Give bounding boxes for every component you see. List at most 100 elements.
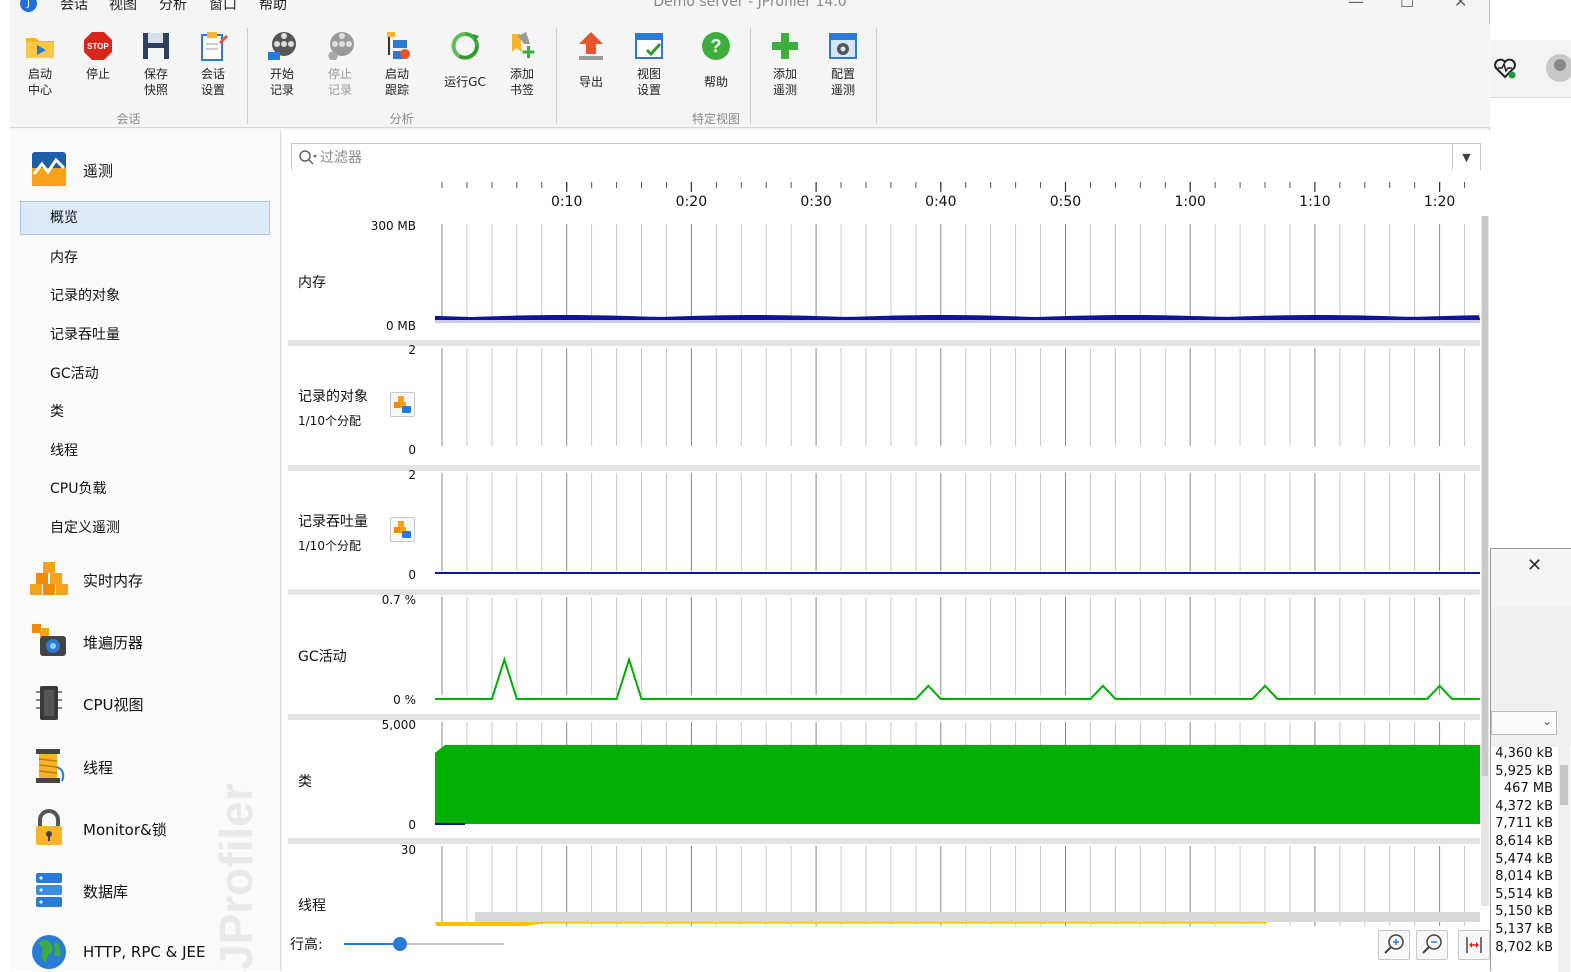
stop-button[interactable]: STOP 停止: [72, 30, 124, 82]
sidebar-section-live-memory[interactable]: 实时内存: [28, 560, 278, 604]
search-icon[interactable]: [298, 149, 318, 167]
row-separator: [288, 589, 1480, 595]
time-tick-label: 1:20: [1424, 194, 1455, 210]
maximize-button[interactable]: ☐: [1400, 0, 1415, 11]
sidebar-item-gc-activity[interactable]: GC活动: [50, 366, 99, 382]
scrollbar-thumb[interactable]: [1560, 765, 1568, 805]
gear-window-icon: [829, 33, 857, 59]
save-snapshot-button[interactable]: 保存 快照: [130, 30, 182, 98]
row-label-memory: 内存: [298, 275, 326, 291]
list-item: 5,474 kB: [1495, 851, 1553, 867]
jprofiler-window: J 会话 视图 分析 窗口 帮助 Demo server - JProfiler…: [10, 0, 1490, 971]
configure-telemetry-button[interactable]: 配置 遥测: [817, 30, 869, 98]
sidebar-section-threads[interactable]: 线程: [28, 747, 278, 791]
lock-icon: [36, 809, 62, 845]
toolbar-separator: [556, 28, 557, 124]
time-tick-label: 0:50: [1050, 194, 1081, 210]
minimize-button[interactable]: —: [1348, 0, 1364, 11]
sidebar-section-telemetry[interactable]: 遥测: [28, 150, 278, 194]
toolbar-separator: [876, 28, 877, 124]
chevron-down-icon: ⌄: [1541, 714, 1552, 728]
dialog-value-list: 4,360 kB 5,925 kB 467 MB 4,372 kB 7,711 …: [1491, 745, 1557, 956]
sidebar-item-memory[interactable]: 内存: [50, 250, 78, 266]
menu-help[interactable]: 帮助: [259, 0, 287, 13]
row-sub-recorded-objects: 1/10个分配: [298, 414, 361, 428]
sidebar-section-monitors-locks[interactable]: Monitor&锁: [28, 809, 278, 853]
dialog-combobox[interactable]: ⌄: [1491, 711, 1557, 735]
jprofiler-logo-icon[interactable]: J: [20, 0, 37, 12]
heap-walker-icon: [32, 624, 66, 656]
heart-monitor-icon[interactable]: [1493, 56, 1517, 80]
vertical-scrollbar-thumb: [1482, 216, 1488, 776]
row-label-threads: 线程: [298, 898, 326, 914]
sidebar-section-databases[interactable]: 数据库: [28, 871, 278, 915]
menu-analysis[interactable]: 分析: [159, 0, 187, 13]
allocation-icon: [394, 396, 411, 413]
zoom-out-button[interactable]: [1416, 930, 1448, 960]
row-label-recorded-throughput: 记录吞吐量: [298, 514, 368, 530]
sidebar-item-overview[interactable]: 概览: [20, 201, 270, 235]
sidebar-item-threads[interactable]: 线程: [50, 443, 78, 459]
dialog-header: ✕: [1491, 549, 1571, 607]
add-telemetry-button[interactable]: 添加 遥测: [759, 30, 811, 98]
view-settings-button[interactable]: 视图 设置: [623, 30, 675, 98]
axis-max-recorded-throughput: 2: [408, 468, 416, 482]
start-center-button[interactable]: 启动 中心: [14, 30, 66, 98]
row-height-slider-thumb[interactable]: [393, 937, 407, 951]
add-bookmark-button[interactable]: 添加 书签: [496, 30, 548, 98]
row-height-label: 行高:: [290, 937, 323, 953]
memory-area-navy: [435, 315, 1480, 320]
time-tick-label: 0:40: [925, 194, 956, 210]
sidebar-item-classes[interactable]: 类: [50, 404, 64, 420]
row-height-slider-track[interactable]: [344, 943, 504, 945]
start-tracking-button[interactable]: 启动 跟踪: [371, 30, 423, 98]
close-button[interactable]: ✕: [1454, 0, 1468, 11]
sidebar-section-cpu-views[interactable]: CPU视图: [28, 684, 278, 728]
session-settings-button[interactable]: 会话 设置: [187, 30, 239, 98]
menu-session[interactable]: 会话: [60, 0, 88, 13]
fit-width-icon: [1466, 937, 1482, 953]
list-item: 8,702 kB: [1495, 939, 1553, 955]
folder-play-icon: [26, 38, 54, 58]
stop-recording-button[interactable]: 停止 记录: [314, 30, 366, 98]
film-reel-icon: [268, 32, 296, 60]
telemetry-icon: [32, 152, 66, 186]
list-item: 8,014 kB: [1495, 869, 1553, 885]
list-item: 4,360 kB: [1495, 746, 1553, 761]
filter-box: ▼: [291, 143, 1481, 172]
fit-width-button[interactable]: [1458, 930, 1490, 960]
database-icon: [36, 873, 62, 907]
film-reel-stop-icon: [328, 32, 354, 60]
sidebar-item-recorded-throughput[interactable]: 记录吞吐量: [50, 327, 120, 343]
sidebar-section-http-rpc-jee[interactable]: HTTP, RPC & JEE: [28, 933, 278, 971]
allocation-settings-button[interactable]: [390, 517, 415, 542]
background-window-edge: [0, 0, 10, 100]
dialog-scrollbar[interactable]: [1558, 745, 1570, 972]
sidebar-section-heap-walker[interactable]: 堆遍历器: [28, 622, 278, 666]
title-bar: J 会话 视图 分析 窗口 帮助 Demo server - JProfiler…: [10, 0, 1490, 16]
start-recording-button[interactable]: 开始 记录: [256, 30, 308, 98]
time-axis-header: [282, 170, 1490, 214]
close-icon[interactable]: ✕: [1527, 555, 1543, 576]
axis-min-memory: 0 MB: [385, 319, 416, 333]
svg-text:JProfiler: JProfiler: [210, 783, 262, 970]
menu-view[interactable]: 视图: [109, 0, 137, 13]
help-button[interactable]: ? 帮助: [690, 30, 742, 90]
sidebar-item-recorded-objects[interactable]: 记录的对象: [50, 288, 120, 304]
telemetry-timeline: 0:10 0:20 0:30 0:40 0:50 1:00 1:10 1:20: [282, 170, 1490, 926]
export-button[interactable]: 导出: [565, 30, 617, 90]
list-item: 5,137 kB: [1495, 921, 1553, 937]
globe-icon: [32, 935, 66, 969]
sidebar: 遥测 概览 内存 记录的对象 记录吞吐量 GC活动 类 线程 CPU负载 自定义…: [10, 130, 281, 971]
zoom-in-button[interactable]: [1378, 930, 1410, 960]
avatar[interactable]: [1546, 54, 1571, 82]
run-gc-button[interactable]: 运行GC: [439, 30, 491, 90]
sidebar-item-cpu-load[interactable]: CPU负载: [50, 481, 107, 497]
list-item: 4,372 kB: [1495, 798, 1553, 814]
sidebar-item-custom-telemetry[interactable]: 自定义遥测: [50, 520, 120, 536]
allocation-settings-button[interactable]: [390, 392, 415, 417]
menu-window[interactable]: 窗口: [209, 0, 237, 13]
row-label-gc-activity: GC活动: [298, 649, 347, 665]
filter-input[interactable]: [320, 144, 1440, 171]
chevron-down-icon[interactable]: ▼: [1452, 144, 1480, 171]
